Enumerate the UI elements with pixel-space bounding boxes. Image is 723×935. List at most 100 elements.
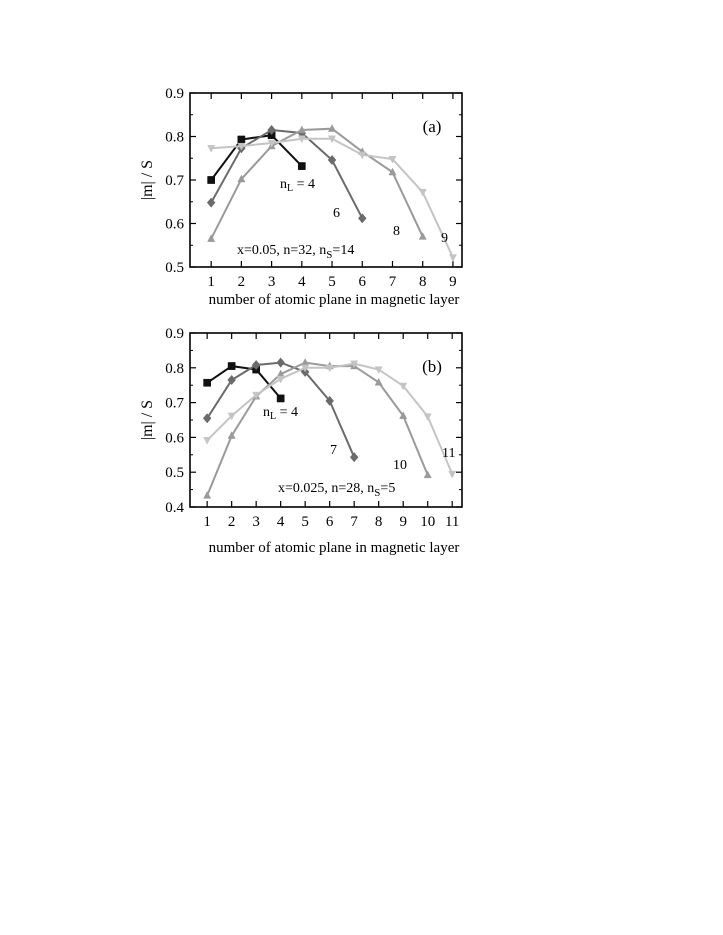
data-point — [276, 375, 285, 384]
series-label: 6 — [333, 206, 340, 221]
y-tick-label: 0.5 — [165, 260, 184, 276]
data-point — [203, 491, 212, 499]
data-point — [448, 470, 457, 479]
params-annotation: x=0.025, n=28, nS=5 — [278, 481, 395, 499]
data-point — [374, 366, 383, 375]
data-point — [388, 167, 397, 176]
data-point — [276, 394, 285, 403]
data-point — [358, 151, 367, 160]
y-tick-label: 0.4 — [165, 500, 184, 516]
data-point — [237, 142, 246, 151]
series-label: 11 — [442, 446, 455, 461]
data-point — [325, 395, 334, 406]
x-tick-label: 8 — [375, 514, 383, 530]
series-3: 9 — [207, 135, 457, 262]
data-point — [203, 378, 212, 387]
series-label: 7 — [330, 443, 337, 458]
data-point — [423, 470, 432, 479]
x-tick-label: 2 — [238, 274, 246, 290]
x-tick-label: 8 — [419, 274, 427, 290]
y-tick-label: 0.7 — [165, 173, 184, 189]
data-point — [267, 139, 276, 148]
x-tick-label: 3 — [268, 274, 276, 290]
data-point — [448, 254, 457, 262]
series-3: 11 — [203, 360, 457, 479]
data-point — [388, 155, 397, 164]
data-point — [227, 362, 236, 370]
series-0: nL = 4 — [207, 131, 315, 194]
data-point — [328, 135, 337, 144]
data-point — [325, 364, 334, 373]
data-point — [252, 391, 261, 400]
data-point — [328, 124, 337, 132]
params-annotation: x=0.05, n=32, nS=14 — [237, 243, 354, 261]
x-tick-label: 11 — [445, 514, 459, 530]
plot-frame — [189, 92, 463, 268]
x-tick-label: 4 — [277, 514, 285, 530]
y-axis-label: |m| / S — [139, 400, 156, 440]
data-point — [399, 382, 408, 391]
x-tick-label: 1 — [203, 514, 211, 530]
series-1: 7 — [202, 357, 359, 463]
data-point — [374, 377, 383, 386]
x-tick-label: 2 — [228, 514, 236, 530]
series-label: 9 — [441, 231, 448, 246]
series-2: 10 — [203, 358, 432, 499]
x-tick-label: 4 — [298, 274, 306, 290]
data-point — [207, 234, 216, 242]
data-point — [349, 452, 359, 463]
data-point — [227, 431, 236, 439]
y-tick-label: 0.5 — [165, 465, 184, 481]
data-point — [357, 213, 367, 224]
x-tick-label: 5 — [301, 514, 309, 530]
series-line — [210, 128, 364, 219]
series-label: nL = 4 — [280, 177, 315, 194]
data-point — [297, 135, 306, 144]
x-axis-label: number of atomic plane in magnetic layer — [209, 292, 460, 308]
data-point — [350, 360, 359, 369]
series-line — [210, 134, 303, 181]
y-tick-label: 0.8 — [165, 361, 184, 377]
y-tick-label: 0.6 — [165, 217, 184, 233]
panel-tag: (b) — [422, 357, 442, 376]
data-point — [207, 176, 216, 184]
y-tick-label: 0.8 — [165, 130, 184, 146]
series-line — [206, 365, 282, 400]
x-tick-label: 1 — [207, 274, 215, 290]
data-point — [206, 197, 216, 208]
data-point — [418, 189, 427, 197]
data-point — [237, 135, 246, 144]
series-label: nL = 4 — [263, 405, 298, 422]
x-tick-label: 7 — [350, 514, 358, 530]
x-tick-label: 6 — [359, 274, 367, 290]
data-point — [202, 413, 212, 424]
y-tick-label: 0.7 — [165, 396, 184, 412]
x-tick-label: 10 — [420, 514, 435, 530]
y-axis-label: |m| / S — [139, 160, 156, 200]
panel-tag: (a) — [423, 117, 442, 136]
data-point — [267, 124, 276, 136]
data-point — [237, 174, 246, 183]
data-point — [327, 154, 337, 166]
data-point — [203, 437, 212, 445]
data-point — [297, 125, 306, 134]
series-label: 10 — [393, 458, 407, 473]
data-point — [301, 364, 310, 373]
y-tick-label: 0.9 — [165, 86, 184, 102]
data-point — [399, 411, 408, 419]
data-point — [418, 232, 427, 240]
series-0: nL = 4 — [203, 362, 298, 422]
x-tick-label: 5 — [328, 274, 336, 290]
series-label: 8 — [393, 224, 400, 239]
x-axis-label: number of atomic plane in magnetic layer — [209, 540, 460, 556]
x-tick-label: 9 — [449, 274, 457, 290]
series-line — [206, 361, 429, 496]
series-2: 8 — [207, 124, 427, 242]
y-tick-label: 0.9 — [165, 326, 184, 342]
chart-panel-a: 1 2 3 4 5 6 7 8 9 0.5 0.6 0.7 0.8 0.9 number of atomic… — [139, 86, 463, 308]
series-line — [210, 127, 424, 240]
x-tick-label: 3 — [252, 514, 260, 530]
data-point — [251, 359, 261, 371]
